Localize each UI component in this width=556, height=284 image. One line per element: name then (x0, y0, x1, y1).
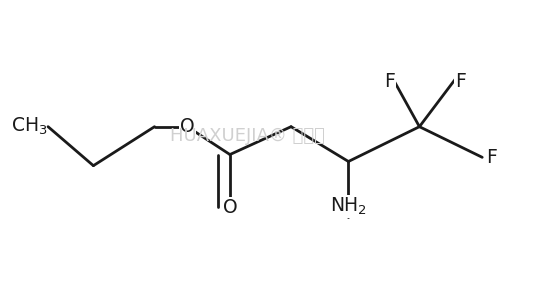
Text: F: F (455, 72, 466, 91)
Text: O: O (180, 117, 195, 136)
Text: HUAXUEJIA® 化学加: HUAXUEJIA® 化学加 (170, 128, 325, 145)
Text: CH$_3$: CH$_3$ (12, 116, 48, 137)
Text: F: F (486, 148, 498, 167)
Text: F: F (384, 72, 395, 91)
Text: O: O (222, 198, 237, 217)
Text: NH$_2$: NH$_2$ (330, 196, 367, 217)
